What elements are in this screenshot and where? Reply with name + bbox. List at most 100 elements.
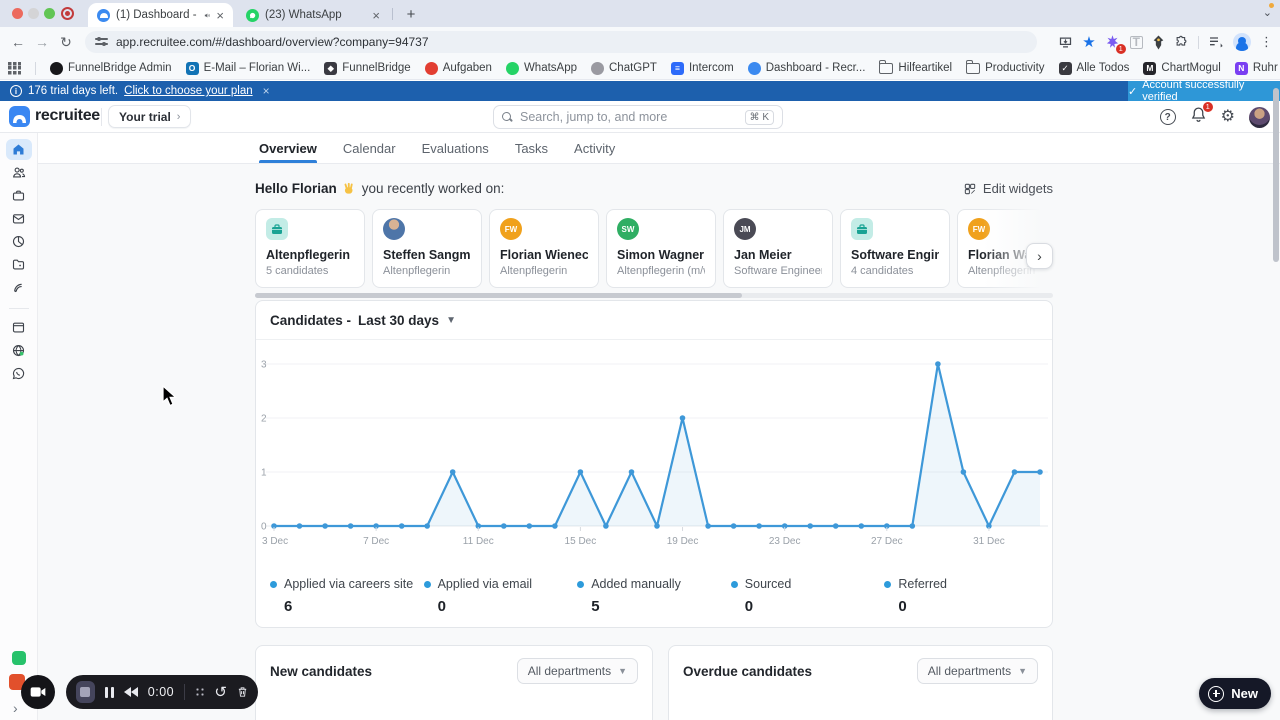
tab-evaluations[interactable]: Evaluations	[421, 140, 489, 156]
recent-card[interactable]: JM Jan Meier Software Engineer	[723, 209, 833, 288]
departments-filter[interactable]: All departments ▼	[516, 658, 638, 684]
pause-icon[interactable]	[104, 686, 114, 698]
extension-notification-icon[interactable]: 1	[1105, 34, 1126, 54]
global-search[interactable]: ⌘ K	[493, 105, 783, 129]
chrome-profile-avatar[interactable]	[1233, 33, 1251, 51]
sidebar-expand-chevron-icon[interactable]: ›	[13, 700, 18, 716]
tab-close-icon[interactable]: ×	[216, 7, 224, 23]
tab-close-icon[interactable]: ×	[372, 7, 380, 23]
greeting-suffix: you recently worked on:	[361, 181, 505, 196]
sidebar-sourcing-icon[interactable]	[6, 277, 32, 298]
recent-card[interactable]: FW Florian Wienecke Altenpflegerin	[489, 209, 599, 288]
sidebar-whatsapp-icon[interactable]	[6, 363, 32, 384]
new-tab-button[interactable]: +	[406, 6, 416, 23]
settings-gear-icon[interactable]: ⚙	[1220, 108, 1235, 125]
drag-handle-icon[interactable]	[194, 686, 205, 698]
restart-recording-icon[interactable]: ↺	[214, 683, 227, 701]
cards-next-button[interactable]: ›	[1026, 243, 1053, 269]
browser-tab-whatsapp[interactable]: (23) WhatsApp ×	[237, 3, 389, 27]
stop-recording-button[interactable]	[76, 681, 95, 703]
bookmark-item[interactable]: ≡ Intercom	[670, 61, 734, 75]
sidebar-inbox-icon[interactable]	[6, 208, 32, 229]
recent-card[interactable]: Altenpflegerin 5 candidates	[255, 209, 365, 288]
bookmark-item[interactable]: N Ruhr Solutions Unt...	[1234, 61, 1280, 75]
tab-tasks[interactable]: Tasks	[514, 140, 549, 156]
address-bar[interactable]: app.recruitee.com/#/dashboard/overview?c…	[85, 31, 1037, 53]
chrome-menu-icon[interactable]: ⋮	[1260, 34, 1274, 49]
window-minimize-button[interactable]	[28, 8, 39, 19]
tab-audio-icon[interactable]	[204, 10, 211, 21]
bookmark-item[interactable]: ✓ Alle Todos	[1058, 61, 1129, 75]
recent-card[interactable]: Software Engineer 4 candidates	[840, 209, 950, 288]
sidebar-talent-pool-icon[interactable]	[6, 254, 32, 275]
choose-plan-link[interactable]: Click to choose your plan	[124, 85, 253, 97]
your-trial-button[interactable]: Your trial ›	[108, 105, 192, 128]
user-avatar[interactable]	[1249, 106, 1270, 128]
site-settings-icon[interactable]	[95, 37, 108, 47]
chart-range-selector[interactable]: Last 30 days	[358, 312, 440, 328]
recording-time: 0:00	[147, 685, 175, 699]
bookmark-item[interactable]: Aufgaben	[424, 61, 492, 75]
help-icon[interactable]: ?	[1159, 109, 1176, 125]
extensions-puzzle-icon[interactable]	[1174, 35, 1189, 50]
candidate-initials-avatar: SW	[617, 218, 639, 240]
extension-pin-icon[interactable]	[1152, 35, 1165, 50]
extension-t-icon[interactable]: T	[1129, 35, 1143, 49]
bookmark-item[interactable]: FunnelBridge Admin	[50, 61, 172, 75]
recruitee-logo[interactable]	[9, 106, 30, 127]
bookmark-item[interactable]: WhatsApp	[505, 61, 577, 75]
sidebar-home-icon[interactable]	[5, 139, 32, 160]
bookmark-label: FunnelBridge	[342, 62, 411, 74]
bookmark-item[interactable]: Productivity	[966, 59, 1045, 74]
back-icon[interactable]: ←	[11, 34, 25, 50]
edit-widgets-button[interactable]: Edit widgets	[963, 181, 1053, 196]
svg-text:3: 3	[261, 360, 267, 371]
install-app-icon[interactable]	[1058, 35, 1073, 50]
bookmark-item[interactable]: ◆ FunnelBridge	[324, 61, 411, 75]
reload-icon[interactable]: ↻	[60, 34, 72, 50]
window-zoom-button[interactable]	[44, 8, 55, 19]
bookmark-item[interactable]: Dashboard - Recr...	[747, 61, 865, 75]
recent-card[interactable]: Steffen Sangmeister Altenpflegerin	[372, 209, 482, 288]
sidebar-candidates-icon[interactable]	[6, 162, 32, 183]
bookmark-item[interactable]: ChatGPT	[591, 61, 657, 75]
new-button[interactable]: New	[1199, 678, 1271, 709]
recent-card-title: Simon Wagner	[617, 248, 705, 262]
rewind-icon[interactable]	[123, 687, 138, 697]
search-input[interactable]	[520, 110, 738, 124]
recent-card[interactable]: SW Simon Wagner Altenpflegerin (m/w/d)	[606, 209, 716, 288]
sidebar-integrations-icon[interactable]	[6, 340, 32, 361]
apps-grid-icon[interactable]	[8, 61, 21, 75]
bookmark-item[interactable]: M ChartMogul	[1143, 61, 1221, 75]
sidebar-careers-site-icon[interactable]	[6, 317, 32, 338]
window-close-button[interactable]	[12, 8, 23, 19]
page-vertical-scrollbar[interactable]	[1273, 88, 1279, 262]
bookmark-label: ChatGPT	[609, 62, 657, 74]
departments-filter[interactable]: All departments ▼	[916, 658, 1038, 684]
tab-overview[interactable]: Overview	[259, 133, 317, 163]
camera-bubble-button[interactable]	[21, 675, 55, 709]
bookmark-star-icon[interactable]: ★	[1082, 33, 1096, 51]
intercom-icon: ≡	[670, 61, 684, 75]
sidebar-reports-icon[interactable]	[6, 231, 32, 252]
cards-horizontal-scrollbar[interactable]	[255, 293, 1053, 298]
browser-tab-dashboard[interactable]: (1) Dashboard - Recruitee ×	[88, 3, 233, 27]
recording-indicator-icon[interactable]	[61, 7, 74, 20]
tab-search-chevron-icon[interactable]: ⌄	[1262, 7, 1272, 19]
side-app-green-icon[interactable]	[12, 651, 26, 665]
chevron-down-icon[interactable]: ▼	[446, 314, 456, 326]
banner-close-icon[interactable]: ×	[262, 84, 270, 98]
outlook-icon: O	[185, 61, 199, 75]
sidebar-jobs-icon[interactable]	[6, 185, 32, 206]
bookmark-label: Intercom	[688, 62, 734, 74]
tab-activity[interactable]: Activity	[574, 140, 616, 156]
recent-card-subtitle: Altenpflegerin	[500, 265, 568, 277]
bookmark-item[interactable]: Hilfeartikel	[879, 59, 952, 74]
notifications-bell-icon[interactable]: 1	[1190, 102, 1213, 128]
forward-icon[interactable]: →	[35, 34, 49, 50]
overdue-candidates-panel: Overdue candidates All departments ▼	[668, 645, 1053, 720]
bookmark-item[interactable]: O E-Mail – Florian Wi...	[185, 61, 310, 75]
delete-recording-icon[interactable]	[237, 685, 248, 699]
tab-calendar[interactable]: Calendar	[342, 140, 396, 156]
reading-list-icon[interactable]	[1208, 35, 1224, 49]
